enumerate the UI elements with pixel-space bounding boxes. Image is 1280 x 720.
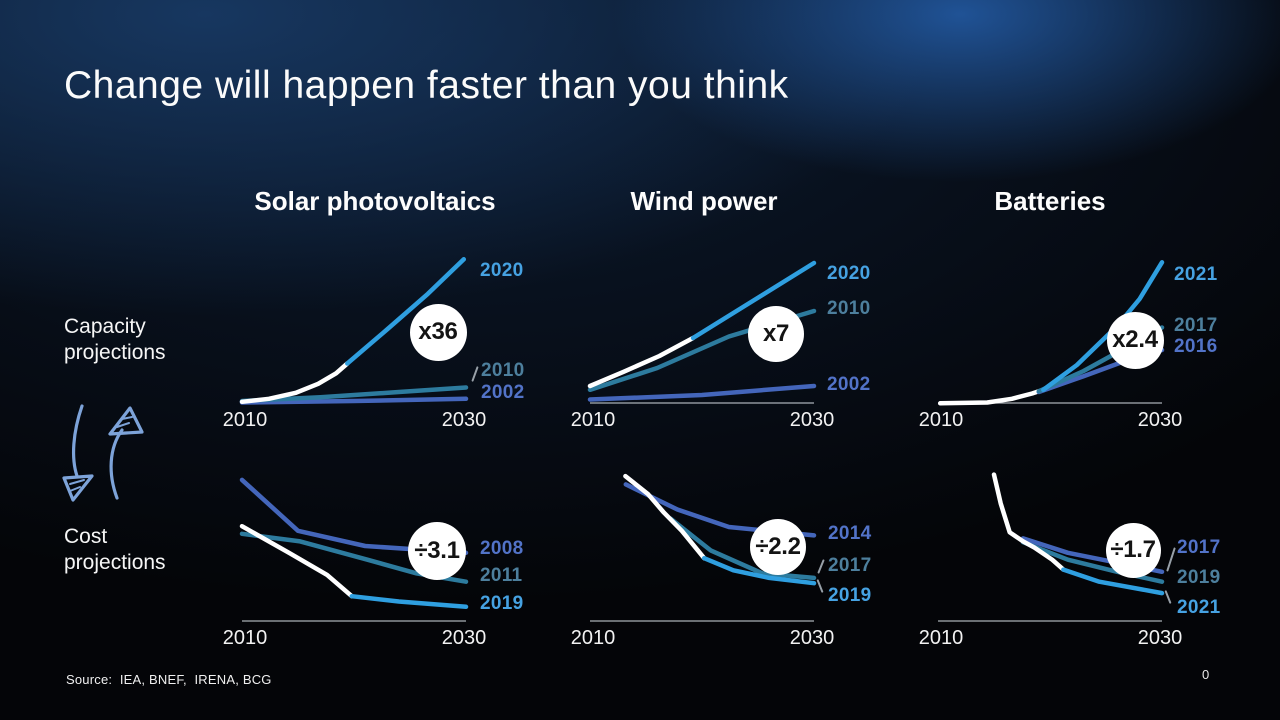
series-2021-projection <box>1061 567 1165 596</box>
line-label-2002: 2002 <box>827 374 871 395</box>
x-tick-2010: 2010 <box>918 627 964 649</box>
multiplier-badge-x7: x7 <box>748 306 804 362</box>
x-tick-2010: 2010 <box>222 409 268 431</box>
line-label-2017: 2017 <box>1177 537 1221 558</box>
series-historical-actual <box>623 473 707 561</box>
x-tick-2030: 2030 <box>1137 409 1183 431</box>
series-2019-projection <box>701 555 817 586</box>
x-tick-2030: 2030 <box>1137 627 1183 649</box>
page-number: 0 <box>1202 667 1210 682</box>
line-label-2017: 2017 <box>828 555 872 576</box>
line-label-2019: 2019 <box>480 593 524 614</box>
multiplier-badge-÷3.1: ÷3.1 <box>408 522 466 580</box>
label-leader <box>471 366 479 382</box>
line-label-2020: 2020 <box>480 260 524 281</box>
x-tick-2010: 2010 <box>570 409 616 431</box>
series-historical-actual <box>587 335 696 389</box>
series-2002-projection <box>239 396 469 405</box>
page-title: Change will happen faster than you think <box>64 64 789 107</box>
line-label-2019: 2019 <box>828 585 872 606</box>
up-arrow-stem <box>109 428 124 500</box>
multiplier-badge-x36: x36 <box>409 303 467 361</box>
x-tick-2030: 2030 <box>441 627 487 649</box>
down-arrow-stem <box>72 404 84 478</box>
x-tick-2030: 2030 <box>441 409 487 431</box>
label-leader <box>1166 547 1176 572</box>
multiplier-badge-÷2.2: ÷2.2 <box>750 519 806 575</box>
line-label-2020: 2020 <box>827 263 871 284</box>
series-historical-actual <box>937 387 1046 406</box>
cycle-arrows-icon <box>62 404 144 502</box>
line-label-2021: 2021 <box>1177 597 1221 618</box>
series-2017-projection <box>668 516 817 581</box>
multiplier-badge-÷1.7: ÷1.7 <box>1105 522 1161 578</box>
x-tick-2010: 2010 <box>570 627 616 649</box>
chart-solar-capacity: 2010 2030 <box>223 254 486 431</box>
line-label-2019: 2019 <box>1177 567 1221 588</box>
multiplier-badge-x2.4: x2.4 <box>1106 311 1164 369</box>
line-label-2017: 2017 <box>1174 315 1218 336</box>
column-header-wind: Wind power <box>630 186 778 216</box>
label-leader <box>816 579 824 593</box>
row-label-cost: Cost projections <box>64 525 166 575</box>
series-2019-projection <box>349 593 469 610</box>
line-label-2014: 2014 <box>828 523 872 544</box>
series-2010-projection <box>239 385 469 404</box>
row-label-capacity: Capacity projections <box>64 315 166 365</box>
series-historical-actual <box>239 523 355 599</box>
solar-capacity-plot <box>239 257 469 405</box>
label-leader <box>817 559 825 574</box>
line-label-2011: 2011 <box>480 565 523 586</box>
source-note: Source: IEA, BNEF, IRENA, BCG <box>66 672 272 687</box>
line-label-2010: 2010 <box>481 360 525 381</box>
series-2020-projection <box>345 257 467 366</box>
down-arrowhead-icon <box>62 474 94 502</box>
x-tick-2010: 2010 <box>918 409 964 431</box>
column-header-solar: Solar photovoltaics <box>254 186 496 216</box>
wind-cost-plot <box>590 473 817 622</box>
up-arrowhead-icon <box>108 406 144 436</box>
series-2020-projection <box>690 260 817 341</box>
line-label-2008: 2008 <box>480 538 524 559</box>
series-2002-projection <box>587 383 817 402</box>
line-label-2016: 2016 <box>1174 336 1218 357</box>
column-header-batteries: Batteries <box>994 186 1106 216</box>
chart-wind-cost: 2010 2030 <box>571 470 834 649</box>
x-tick-2030: 2030 <box>789 409 835 431</box>
series-historical-actual <box>991 472 1066 572</box>
label-leader <box>1164 590 1172 604</box>
x-tick-2010: 2010 <box>222 627 268 649</box>
line-label-2021: 2021 <box>1174 264 1218 285</box>
line-label-2002: 2002 <box>481 382 525 403</box>
line-label-2010: 2010 <box>827 298 871 319</box>
x-tick-2030: 2030 <box>789 627 835 649</box>
series-historical-actual <box>239 361 350 405</box>
